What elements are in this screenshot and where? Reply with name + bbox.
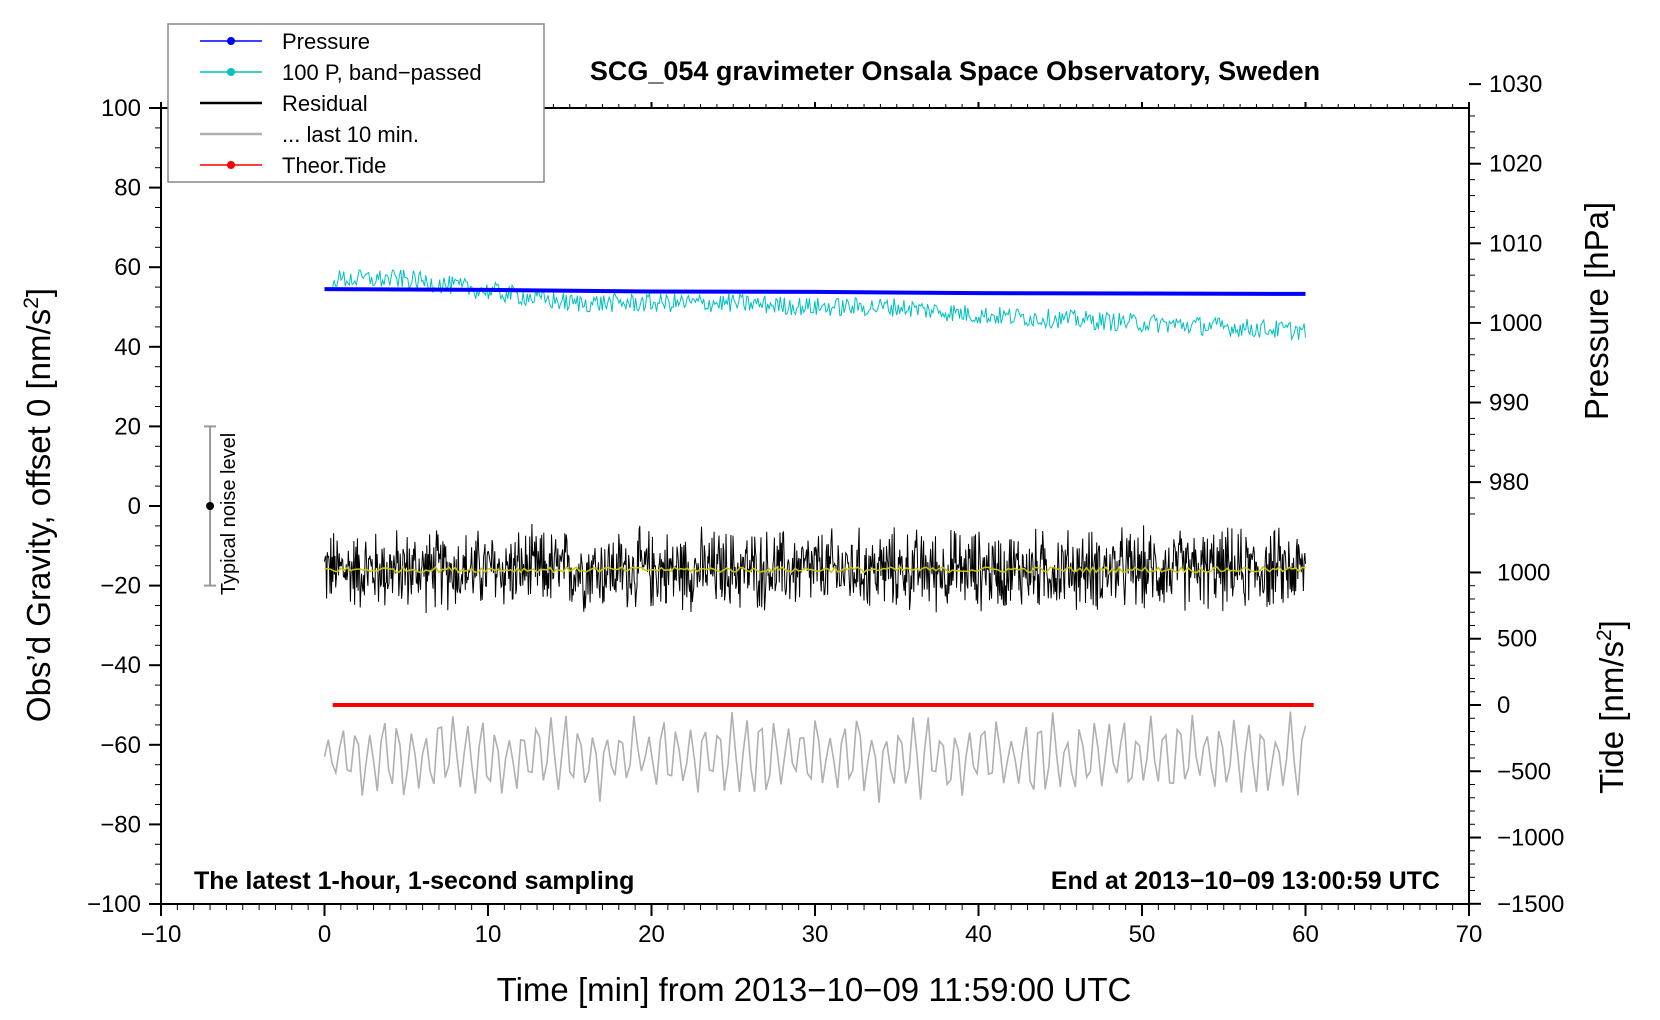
y-tick-label: 20 — [114, 413, 141, 440]
x-tick-label: 70 — [1456, 921, 1483, 948]
y-tick-label: 0 — [128, 493, 141, 520]
y-axis-label-left-main: Obs’d Gravity, offset 0 [nm/s — [20, 309, 57, 722]
y-tick-label: 100 — [101, 95, 141, 122]
legend-swatch-marker — [227, 68, 235, 76]
y-axis-label-left-sup: 2 — [20, 297, 43, 309]
residual-series-line — [324, 523, 1306, 614]
x-tick-label: 30 — [802, 921, 829, 948]
pressure-tick-label: 1020 — [1489, 151, 1542, 178]
y-tick-label: −80 — [100, 811, 141, 838]
tide-tick-label: 0 — [1497, 692, 1510, 719]
tide-axis-label-close: ] — [1593, 620, 1630, 629]
tide-axis-label-main: Tide [nm/s — [1593, 641, 1630, 794]
tide-axis-label-sup: 2 — [1593, 629, 1616, 641]
y-tick-label: −100 — [87, 891, 141, 918]
tide-tick-label: 500 — [1497, 626, 1537, 653]
x-axis-ticks: −10 0 10 20 30 40 50 60 70 — [141, 102, 1483, 948]
plot-frame — [160, 107, 1470, 905]
tide-tick-label: −1000 — [1497, 825, 1564, 852]
y-tick-label: −60 — [100, 732, 141, 759]
y-tick-label: 40 — [114, 334, 141, 361]
annotation-end-time: End at 2013−10−09 13:00:59 UTC — [1051, 867, 1440, 895]
legend-label: ... last 10 min. — [282, 122, 419, 147]
pressure-axis-label: Pressure [hPa] — [1578, 202, 1615, 420]
x-tick-label: 40 — [965, 921, 992, 948]
tide-tick-label: −1500 — [1497, 891, 1564, 918]
pressure-tick-label: 990 — [1489, 390, 1529, 417]
x-axis-label: Time [min] from 2013−10−09 11:59:00 UTC — [497, 971, 1132, 1008]
annotation-sampling: The latest 1-hour, 1-second sampling — [194, 867, 634, 895]
y-tick-label: 60 — [114, 254, 141, 281]
y-tick-label: −20 — [100, 573, 141, 600]
tide-axis-ticks: 1000 500 0 −500 −1000 −1500 — [1469, 559, 1564, 918]
legend-label: 100 P, band−passed — [282, 60, 482, 85]
legend-label: Theor.Tide — [282, 153, 386, 178]
legend-label: Residual — [282, 91, 368, 116]
last-10-min-series-line — [323, 711, 1307, 803]
pressure-tick-label: 1030 — [1489, 71, 1542, 98]
x-tick-label: 20 — [638, 921, 665, 948]
y-axis-label-left-close: ] — [20, 288, 57, 297]
noise-level-indicator: Typical noise level — [204, 425, 240, 595]
residual-mean-series-line — [324, 565, 1306, 574]
x-tick-label: 50 — [1129, 921, 1156, 948]
legend-swatch-marker — [227, 161, 235, 169]
legend-swatch-marker — [227, 37, 235, 45]
pressure-tick-label: 1000 — [1489, 310, 1542, 337]
y-tick-label: −40 — [100, 652, 141, 679]
tide-tick-label: −500 — [1497, 758, 1551, 785]
y-axis-label-left: Obs’d Gravity, offset 0 [nm/s2] — [20, 288, 57, 722]
pressure-axis-ticks: 1030 1020 1010 1000 990 980 — [1469, 71, 1542, 515]
bandpassed-pressure-series-line — [332, 269, 1306, 342]
pressure-series-line — [324, 287, 1306, 296]
y-axis-ticks: 100 80 60 40 20 0 −20 −40 −60 −80 −100 — [87, 95, 161, 918]
series-layer — [323, 269, 1314, 803]
noise-level-dot — [206, 502, 215, 510]
legend: Pressure 100 P, band−passed Residual ... la… — [167, 23, 545, 183]
x-tick-label: −10 — [141, 921, 182, 948]
pressure-tick-label: 1010 — [1489, 230, 1542, 257]
x-tick-label: 0 — [318, 921, 331, 948]
y-tick-label: 80 — [114, 175, 141, 202]
noise-level-label: Typical noise level — [218, 433, 240, 595]
tide-axis-label: Tide [nm/s2] — [1593, 620, 1630, 794]
x-tick-label: 10 — [475, 921, 502, 948]
legend-label: Pressure — [282, 29, 370, 54]
tide-tick-label: 1000 — [1497, 559, 1550, 586]
x-tick-label: 60 — [1292, 921, 1319, 948]
chart-title: SCG_054 gravimeter Onsala Space Observat… — [590, 56, 1320, 86]
pressure-tick-label: 980 — [1489, 469, 1529, 496]
